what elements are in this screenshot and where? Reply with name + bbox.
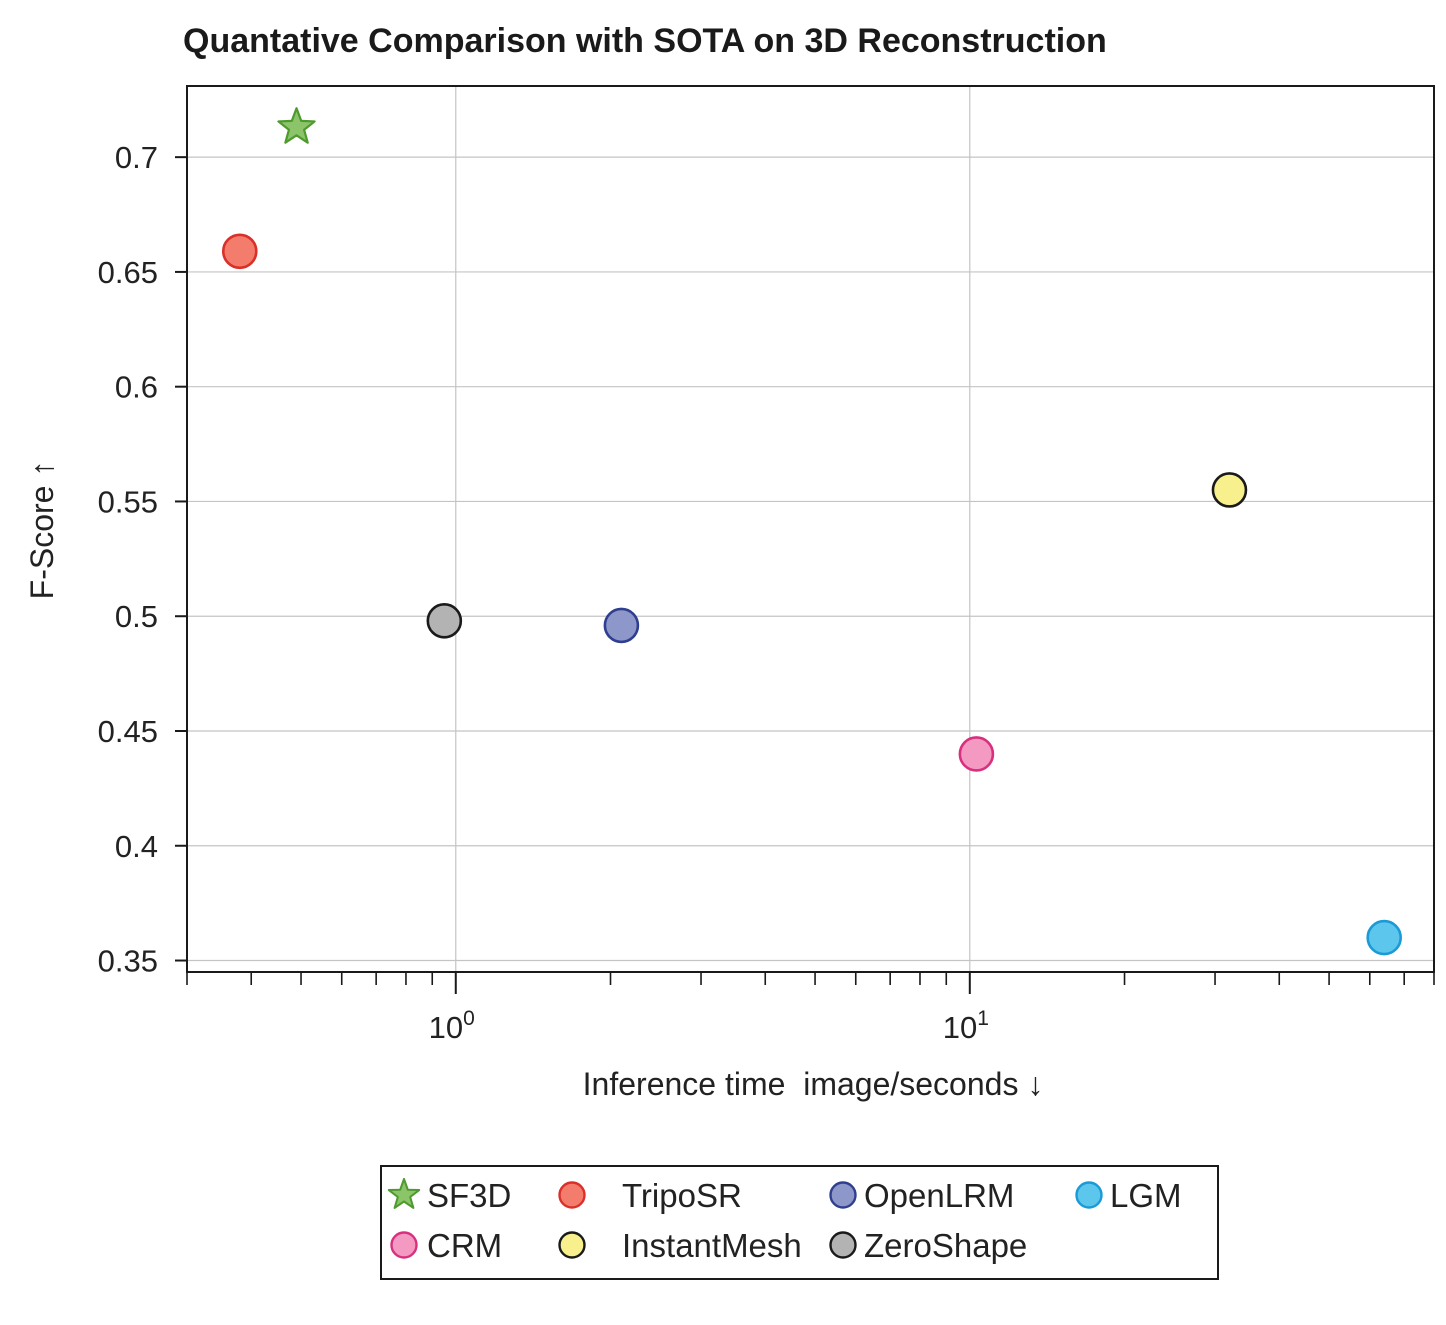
x-tick-label: 101: [943, 1007, 989, 1045]
data-points: [221, 107, 1402, 956]
x-tick-label: 100: [429, 1007, 475, 1045]
y-tick-label: 0.4: [115, 829, 158, 864]
legend-marker-zeroshape: [829, 1231, 857, 1259]
legend-frame: [380, 1165, 1219, 1280]
legend-label-instantmesh: InstantMesh: [622, 1227, 802, 1264]
y-tick-label: 0.35: [98, 944, 158, 979]
point-triposr: [221, 233, 258, 270]
point-openlrm: [603, 607, 640, 644]
legend-label-sf3d: SF3D: [427, 1177, 511, 1214]
legend-marker-triposr: [558, 1181, 586, 1209]
legend-label-triposr: TripoSR: [622, 1177, 742, 1214]
x-axis-minor-ticks: [186, 972, 1435, 985]
point-lgm: [1366, 919, 1402, 956]
legend-marker-openlrm: [829, 1181, 857, 1209]
y-tick-label: 0.45: [98, 714, 158, 749]
grid-lines: [187, 86, 1434, 972]
point-instantmesh: [1211, 472, 1248, 508]
legend-label-lgm: LGM: [1110, 1177, 1182, 1214]
x-axis-label: Inference time image/seconds ↓: [583, 1066, 1044, 1102]
point-sf3d: [277, 107, 316, 144]
legend-marker-crm: [390, 1231, 418, 1259]
chart-title: Quantative Comparison with SOTA on 3D Re…: [183, 22, 1107, 60]
legend-label-crm: CRM: [427, 1227, 502, 1264]
y-tick-label: 0.7: [115, 140, 158, 175]
plot-area-frame: [186, 85, 1435, 973]
point-crm: [958, 736, 995, 772]
legend-marker-lgm: [1075, 1181, 1103, 1209]
legend-marker-sf3d: [387, 1178, 421, 1209]
y-axis-label: F-Score ↑: [24, 461, 60, 600]
x-axis-ticks: 100 101: [429, 972, 989, 1045]
y-tick-label: 0.65: [98, 255, 158, 290]
legend-marker-instantmesh: [558, 1231, 586, 1259]
legend: SF3D TripoSR OpenLRM LGM CRM InstantMesh ZeroS…: [380, 1165, 1219, 1280]
point-zeroshape: [426, 603, 463, 639]
legend-label-zeroshape: ZeroShape: [864, 1227, 1027, 1264]
y-tick-label: 0.55: [98, 484, 158, 519]
y-tick-label: 0.5: [115, 599, 158, 634]
y-axis-ticks: 0.35 0.4 0.45 0.5 0.55 0.6 0.65 0.7: [98, 140, 187, 979]
y-tick-label: 0.6: [115, 370, 158, 405]
legend-label-openlrm: OpenLRM: [864, 1177, 1014, 1214]
